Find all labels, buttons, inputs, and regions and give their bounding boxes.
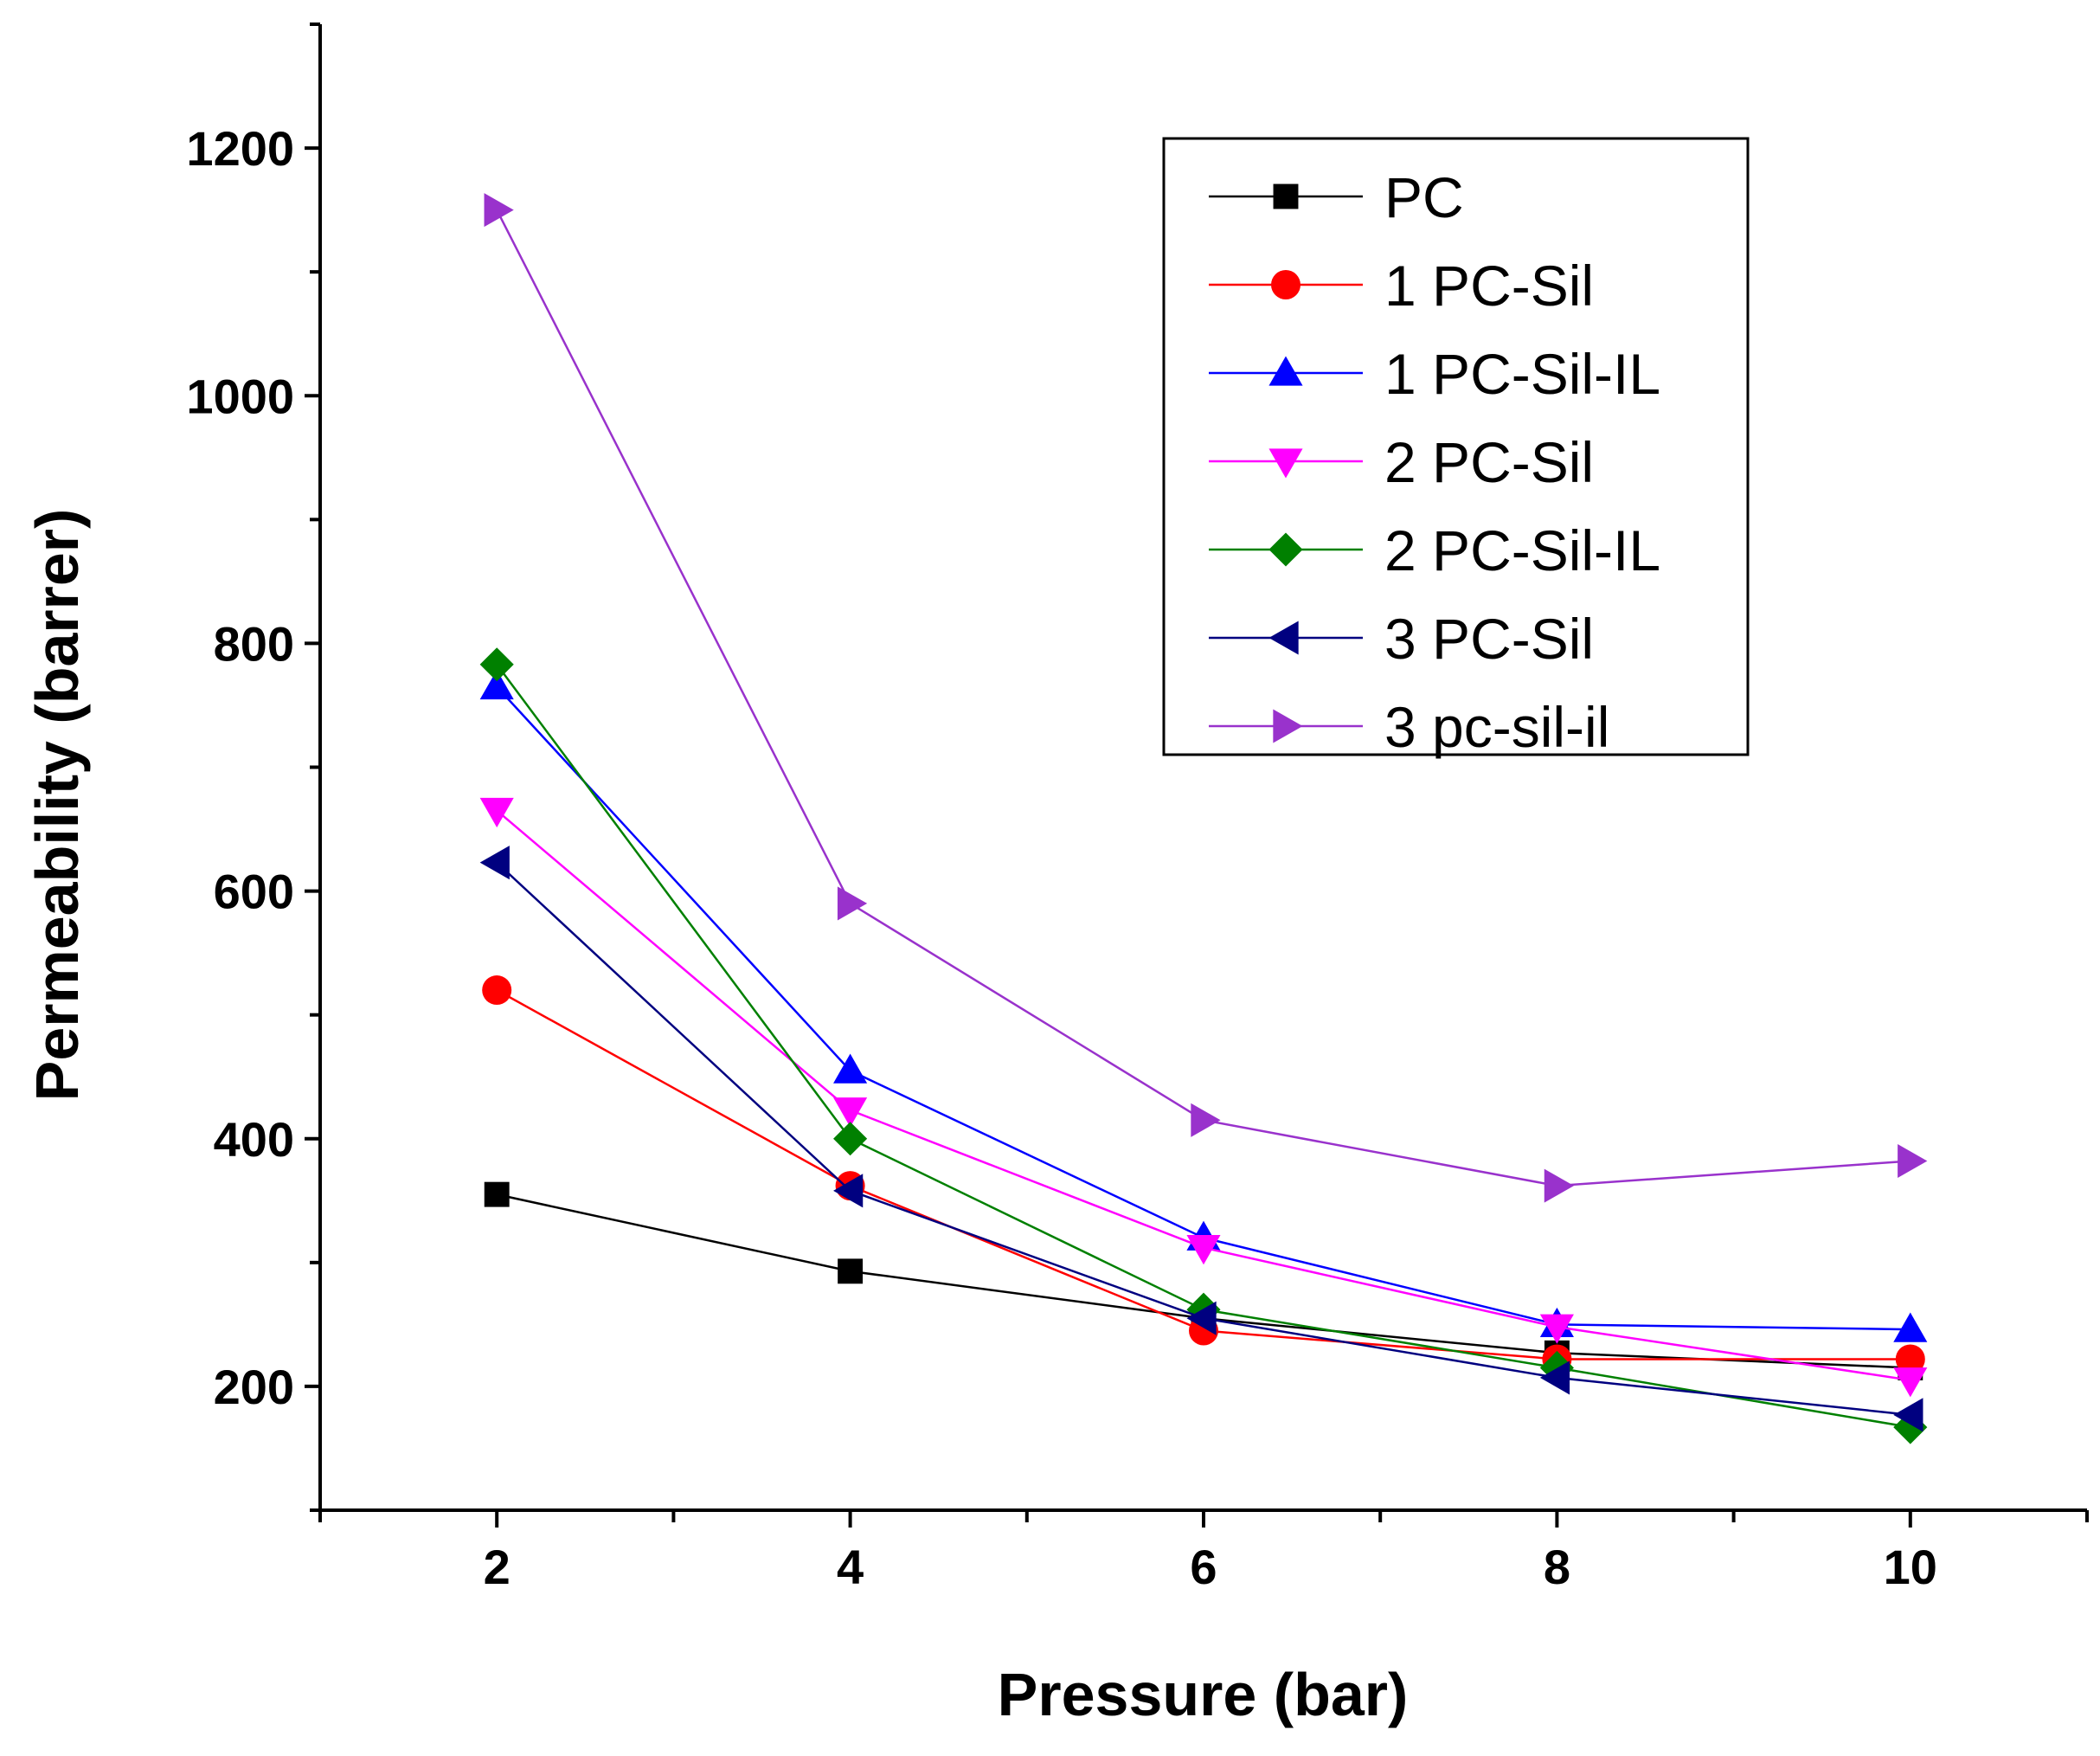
- legend-item: 3 PC-Sil: [1209, 607, 1594, 671]
- y-axis: 200 400 600 800 1000 1200: [186, 23, 320, 1512]
- legend-label: PC: [1384, 165, 1464, 229]
- legend-item: 2 PC-Sil-IL: [1209, 518, 1660, 582]
- y-tick-label: 200: [214, 1360, 294, 1414]
- legend-box: [1162, 137, 1750, 756]
- data-point: [479, 797, 514, 828]
- x-tick-label: 10: [1884, 1540, 1937, 1594]
- data-point: [833, 1053, 868, 1084]
- x-axis-title: Pressure (bar): [998, 1661, 1409, 1728]
- y-tick-label: 1200: [186, 121, 294, 176]
- x-tick-label: 6: [1190, 1540, 1217, 1594]
- data-point: [1539, 1314, 1574, 1344]
- data-point: [1898, 1143, 1928, 1179]
- legend-label: 1 PC-Sil: [1384, 254, 1594, 318]
- data-point: [833, 1122, 868, 1156]
- y-tick-label: 600: [214, 865, 294, 919]
- legend-marker: [1271, 270, 1300, 299]
- legend-label: 2 PC-Sil-IL: [1384, 518, 1660, 582]
- data-point: [833, 1174, 864, 1208]
- legend-item: 2 PC-Sil: [1209, 430, 1594, 494]
- legend-marker: [1273, 709, 1303, 743]
- series-3: [479, 797, 1928, 1398]
- legend-label: 3 PC-Sil: [1384, 607, 1594, 671]
- data-point: [484, 1181, 510, 1207]
- legend-marker: [1273, 183, 1299, 209]
- x-tick-label: 2: [484, 1540, 511, 1594]
- legend-item: 3 pc-sil-il: [1209, 695, 1609, 759]
- legend: PC 1 PC-Sil 1 PC-Sil-IL 2 PC-Sil 2 PC-Sil-IL…: [1162, 137, 1750, 759]
- data-point: [1893, 1410, 1928, 1444]
- legend-marker: [1268, 621, 1299, 655]
- y-tick-label: 400: [214, 1112, 294, 1167]
- x-tick-label: 8: [1544, 1540, 1570, 1594]
- legend-label: 1 PC-Sil-IL: [1384, 342, 1660, 406]
- data-point: [1191, 1103, 1221, 1137]
- legend-marker: [1268, 448, 1303, 479]
- series-layer: [479, 193, 1928, 1444]
- y-tick-label: 1000: [186, 369, 294, 423]
- legend-item: PC: [1209, 165, 1464, 229]
- series-5: [479, 846, 1923, 1432]
- data-point: [838, 1258, 864, 1284]
- data-point: [1893, 1367, 1928, 1398]
- data-point: [837, 886, 868, 921]
- data-point: [479, 669, 514, 700]
- data-point: [1895, 1344, 1925, 1374]
- x-tick-label: 4: [837, 1540, 864, 1594]
- data-point: [484, 193, 514, 228]
- data-point: [1893, 1398, 1923, 1432]
- legend-marker: [1268, 356, 1303, 386]
- y-axis-title: Permeability (barrer): [23, 509, 91, 1102]
- data-point: [1539, 1360, 1570, 1395]
- legend-item: 1 PC-Sil: [1209, 254, 1594, 318]
- data-point: [1186, 1235, 1221, 1265]
- data-point: [1544, 1168, 1574, 1203]
- legend-label: 3 pc-sil-il: [1384, 695, 1609, 759]
- legend-marker: [1268, 532, 1303, 567]
- data-point: [833, 1097, 868, 1128]
- legend-item: 1 PC-Sil-IL: [1209, 342, 1660, 406]
- data-point: [479, 846, 510, 880]
- y-tick-label: 800: [214, 616, 294, 671]
- data-point: [479, 647, 514, 682]
- data-point: [482, 975, 512, 1006]
- data-point: [1186, 1301, 1217, 1335]
- series-6: [484, 193, 1928, 1203]
- x-axis: 2 4 6 8 10: [318, 1510, 2089, 1594]
- legend-label: 2 PC-Sil: [1384, 430, 1594, 494]
- data-point: [1893, 1312, 1928, 1342]
